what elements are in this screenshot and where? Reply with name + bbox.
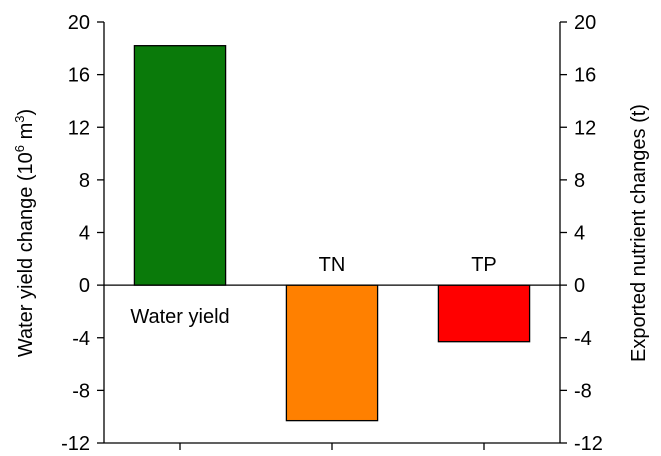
left-ticks-group: -12 -8 -4 0 4 8 12 16 20 — [61, 12, 104, 455]
bar-water-yield — [133, 45, 227, 286]
bar-label: TP — [471, 254, 497, 276]
right-y-tick-label: 4 — [574, 223, 585, 245]
right-y-tick-label: -8 — [574, 380, 592, 402]
right-y-tick-label: -12 — [574, 433, 603, 455]
left-y-tick-label: 8 — [79, 170, 90, 192]
right-y-tick-label: 8 — [574, 170, 585, 192]
left-axis-title: Water yield change (106 m3) — [12, 109, 37, 357]
left-y-tick-label: -12 — [61, 433, 90, 455]
bar-tn — [285, 284, 379, 422]
left-y-tick-label: -8 — [72, 380, 90, 402]
left-axis-title-exponent-2: 3 — [12, 116, 27, 123]
bars-group — [133, 45, 531, 422]
left-axis-title-mid: m — [15, 123, 37, 145]
left-y-tick-label: 20 — [68, 12, 90, 34]
bar-label: Water yield — [130, 306, 229, 328]
left-axis-title-main: Water yield change (10 — [15, 152, 37, 357]
bar-labels-group: Water yield TN TP — [130, 254, 496, 328]
x-ticks-group — [179, 443, 485, 450]
bar-tp — [437, 284, 531, 343]
left-y-tick-label: 4 — [79, 223, 90, 245]
right-y-tick-label: 16 — [574, 65, 596, 87]
right-y-tick-label: 0 — [574, 275, 585, 297]
left-y-tick-label: 12 — [68, 117, 90, 139]
left-y-tick-label: 0 — [79, 275, 90, 297]
left-y-tick-label: 16 — [68, 65, 90, 87]
bar-label: TN — [319, 254, 346, 276]
right-y-tick-label: 20 — [574, 12, 596, 34]
left-axis-title-end: ) — [15, 109, 37, 116]
right-y-tick-label: -4 — [574, 328, 592, 350]
left-y-tick-label: -4 — [72, 328, 90, 350]
right-axis-title: Exported nutrient changes (t) — [628, 104, 650, 362]
right-y-tick-label: 12 — [574, 117, 596, 139]
right-ticks-group: -12 -8 -4 0 4 8 12 16 20 — [560, 12, 603, 455]
left-axis-title-exponent-1: 6 — [12, 145, 27, 152]
